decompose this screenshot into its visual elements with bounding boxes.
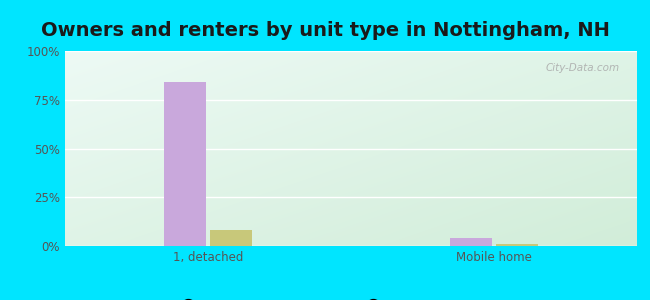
Bar [450, 238, 492, 246]
Bar [496, 244, 538, 246]
Bar [164, 82, 206, 246]
Bar [210, 230, 252, 246]
Text: City-Data.com: City-Data.com [546, 63, 620, 73]
Legend: Owner occupied units, Renter occupied units: Owner occupied units, Renter occupied un… [170, 295, 532, 300]
Text: Owners and renters by unit type in Nottingham, NH: Owners and renters by unit type in Notti… [40, 21, 610, 40]
